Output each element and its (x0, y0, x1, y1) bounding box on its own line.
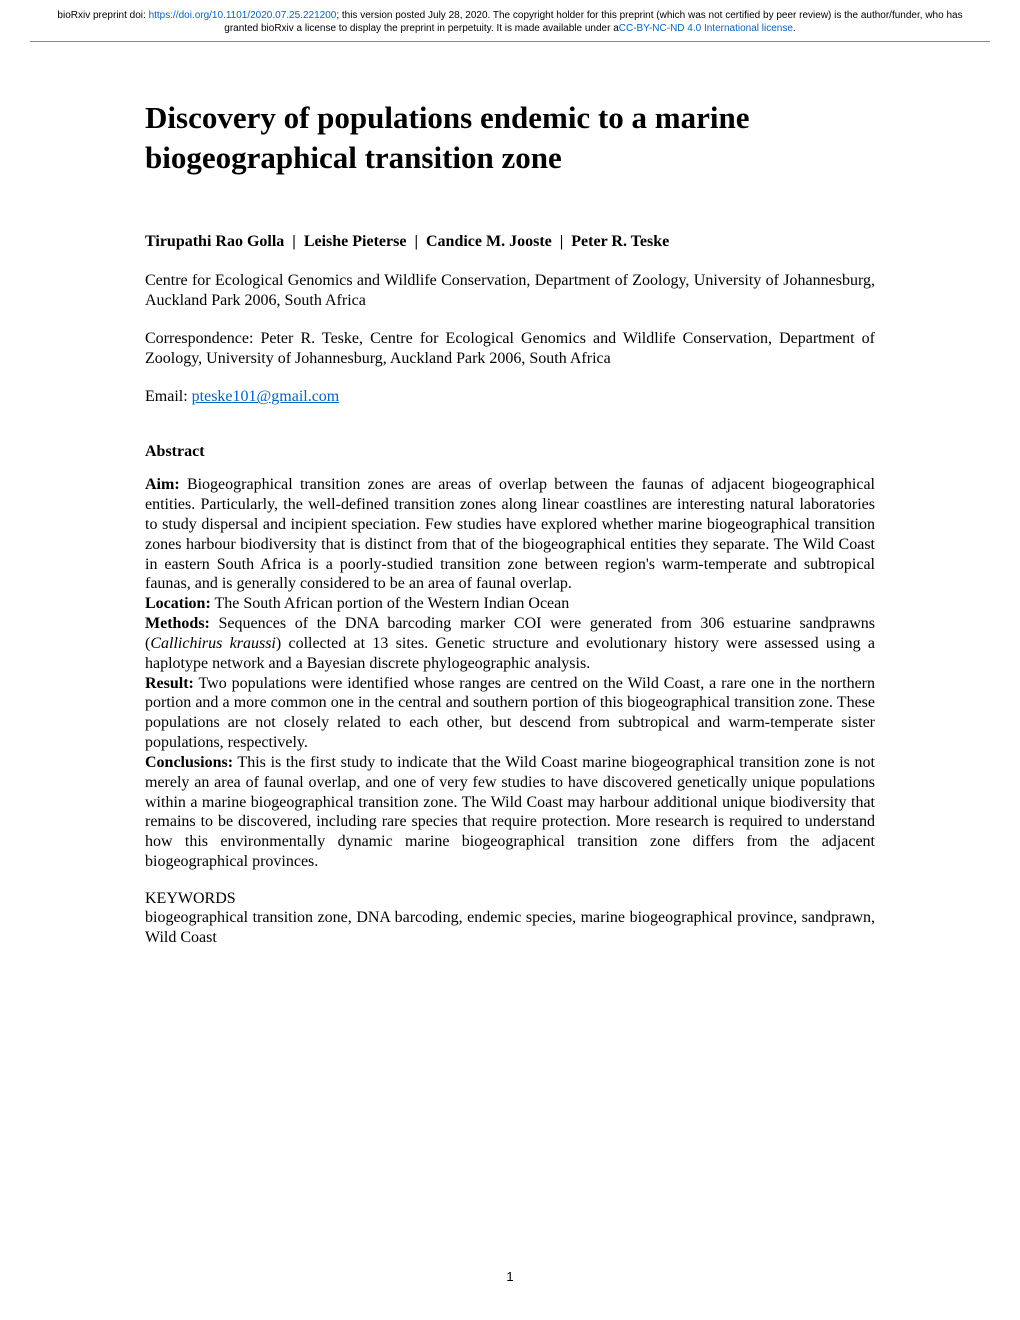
abstract-body: Aim: Biogeographical transition zones ar… (145, 475, 875, 872)
email-line: Email: pteske101@gmail.com (145, 387, 875, 407)
email-label: Email: (145, 388, 192, 405)
result-label: Result: (145, 675, 194, 692)
banner-prefix: bioRxiv preprint doi: (57, 10, 148, 21)
location-label: Location: (145, 595, 211, 612)
author-sep: | (406, 233, 426, 250)
aim-text: Biogeographical transition zones are are… (145, 476, 875, 592)
page-content: Discovery of populations endemic to a ma… (0, 42, 1020, 978)
author-sep: | (284, 233, 304, 250)
author-4: Peter R. Teske (571, 233, 669, 250)
location-text: The South African portion of the Western… (211, 595, 569, 612)
author-sep: | (552, 233, 572, 250)
conclusions-label: Conclusions: (145, 754, 233, 771)
author-1: Tirupathi Rao Golla (145, 233, 284, 250)
author-2: Leishe Pieterse (304, 233, 407, 250)
correspondence: Correspondence: Peter R. Teske, Centre f… (145, 329, 875, 369)
page-number: 1 (0, 1269, 1020, 1284)
email-link[interactable]: pteske101@gmail.com (192, 388, 340, 405)
keywords-heading: KEYWORDS (145, 890, 875, 908)
methods-species: Callichirus kraussi (150, 635, 276, 652)
banner-middle: ; this version posted July 28, 2020. The… (224, 10, 962, 34)
affiliation: Centre for Ecological Genomics and Wildl… (145, 271, 875, 311)
abstract-heading: Abstract (145, 443, 875, 461)
result-text: Two populations were identified whose ra… (145, 675, 875, 751)
paper-title: Discovery of populations endemic to a ma… (145, 98, 875, 177)
author-3: Candice M. Jooste (426, 233, 552, 250)
methods-label: Methods: (145, 615, 210, 632)
license-link[interactable]: CC-BY-NC-ND 4.0 International license (619, 23, 793, 34)
banner-suffix: . (793, 23, 796, 34)
doi-link[interactable]: https://doi.org/10.1101/2020.07.25.22120… (149, 10, 337, 21)
aim-label: Aim: (145, 476, 180, 493)
author-list: Tirupathi Rao Golla | Leishe Pieterse | … (145, 233, 875, 251)
keywords-body: biogeographical transition zone, DNA bar… (145, 908, 875, 948)
conclusions-text: This is the first study to indicate that… (145, 754, 875, 870)
preprint-banner: bioRxiv preprint doi: https://doi.org/10… (0, 0, 1020, 41)
